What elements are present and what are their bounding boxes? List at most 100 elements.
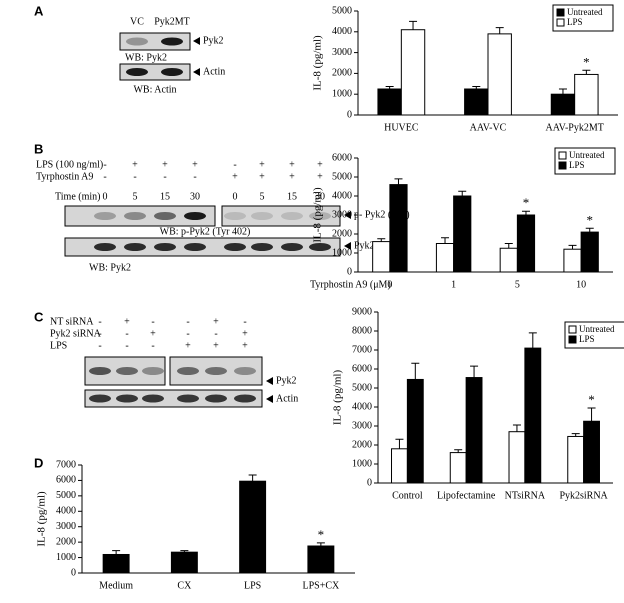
- legend-label: LPS: [569, 160, 585, 170]
- y-tick-label: 5000: [332, 5, 352, 16]
- condition-sign: -: [98, 316, 101, 327]
- bar: [391, 448, 408, 484]
- bar: [583, 420, 600, 484]
- arrow: [266, 395, 273, 403]
- blot-band: [124, 243, 146, 251]
- y-tick-label: 1000: [332, 88, 352, 99]
- error-bar: [377, 238, 386, 242]
- error-bar: [316, 542, 325, 546]
- condition-sign: -: [98, 328, 101, 339]
- error-bar: [385, 86, 394, 89]
- bar: [508, 431, 526, 484]
- y-tick-label: 2000: [352, 439, 372, 450]
- error-bar: [571, 433, 580, 437]
- condition-sign: +: [317, 171, 323, 182]
- time-value: 30: [190, 191, 200, 202]
- band-label: Pyk2: [203, 35, 224, 46]
- y-tick-label: 2000: [332, 68, 352, 79]
- y-tick-label: 5000: [352, 382, 372, 393]
- condition-sign: +: [242, 328, 248, 339]
- y-tick-label: 4000: [332, 26, 352, 37]
- blot-band: [177, 394, 199, 403]
- error-bar: [585, 227, 594, 233]
- error-bar: [558, 88, 567, 95]
- blot-band: [89, 394, 111, 403]
- blot-band: [184, 243, 206, 251]
- blot-band: [281, 212, 303, 220]
- blot-band: [142, 367, 164, 375]
- x-tick-label: AAV-Pyk2MT: [545, 122, 603, 133]
- y-tick-label: 1000: [332, 247, 352, 258]
- legend-label: Untreated: [567, 7, 603, 17]
- panel-label: C: [34, 309, 44, 324]
- legend-swatch: [558, 161, 567, 170]
- condition-sign: -: [193, 171, 196, 182]
- blot-band: [161, 37, 183, 46]
- condition-sign: +: [124, 316, 130, 327]
- blot-band: [116, 367, 138, 375]
- legend-label: LPS: [567, 17, 583, 27]
- bar: [567, 435, 585, 484]
- blot-membrane: [64, 205, 216, 227]
- error-bar: [112, 550, 121, 555]
- error-bar: [472, 86, 481, 89]
- y-tick-label: 9000: [352, 306, 372, 317]
- y-axis-title: IL-8 (pg/ml): [332, 370, 344, 426]
- bar: [487, 33, 512, 116]
- y-tick-label: 3000: [332, 209, 352, 220]
- bar: [377, 88, 402, 116]
- bar: [516, 214, 536, 273]
- condition-sign: +: [259, 159, 265, 170]
- condition-sign: +: [259, 171, 265, 182]
- y-tick-label: 8000: [352, 325, 372, 336]
- y-tick-label: 4000: [332, 190, 352, 201]
- legend-swatch: [556, 8, 565, 17]
- error-bar: [495, 27, 504, 34]
- x-tick-label: Medium: [99, 580, 133, 591]
- blot-caption: WB: Pyk2: [125, 52, 167, 63]
- band-label: p- Pyk2 (402): [354, 209, 410, 220]
- blot-band: [184, 212, 206, 220]
- time-value: 15: [287, 191, 297, 202]
- error-bar: [582, 69, 591, 75]
- condition-sign: -: [186, 328, 189, 339]
- blot-band: [309, 243, 331, 251]
- bar: [464, 88, 489, 116]
- y-tick-label: 1000: [352, 458, 372, 469]
- bar: [449, 452, 467, 484]
- error-bar: [470, 365, 479, 378]
- blot-band: [124, 212, 146, 220]
- band-label: Actin: [203, 66, 225, 77]
- x-tick-label: 10: [576, 279, 586, 290]
- blot-band: [94, 212, 116, 220]
- error-bar: [458, 190, 467, 196]
- blot-band: [205, 394, 227, 403]
- y-tick-label: 4000: [352, 401, 372, 412]
- blot-membrane: [84, 389, 263, 408]
- arrow: [344, 211, 351, 219]
- condition-sign: +: [150, 328, 156, 339]
- bar: [170, 551, 198, 574]
- y-tick-label: 5000: [56, 490, 76, 501]
- blot-membrane: [221, 205, 341, 227]
- condition-sign: +: [242, 340, 248, 351]
- condition-sign: -: [125, 340, 128, 351]
- y-tick-label: 2000: [332, 228, 352, 239]
- x-tick-label: Lipofectamine: [437, 490, 496, 501]
- time-value: 0: [233, 191, 238, 202]
- x-tick-label: 1: [451, 279, 456, 290]
- band-label: Actin: [276, 393, 298, 404]
- y-axis-title: IL-8 (pg/ml): [36, 491, 48, 547]
- condition-sign: +: [317, 159, 323, 170]
- condition-label: LPS: [50, 340, 67, 351]
- bar: [580, 231, 599, 273]
- y-tick-label: 7000: [352, 344, 372, 355]
- y-tick-label: 5000: [332, 171, 352, 182]
- bar: [574, 73, 599, 116]
- legend-label: LPS: [579, 334, 595, 344]
- y-tick-label: 1000: [56, 552, 76, 563]
- x-tick-label: AAV-VC: [470, 122, 507, 133]
- y-tick-label: 6000: [56, 475, 76, 486]
- error-bar: [394, 178, 403, 185]
